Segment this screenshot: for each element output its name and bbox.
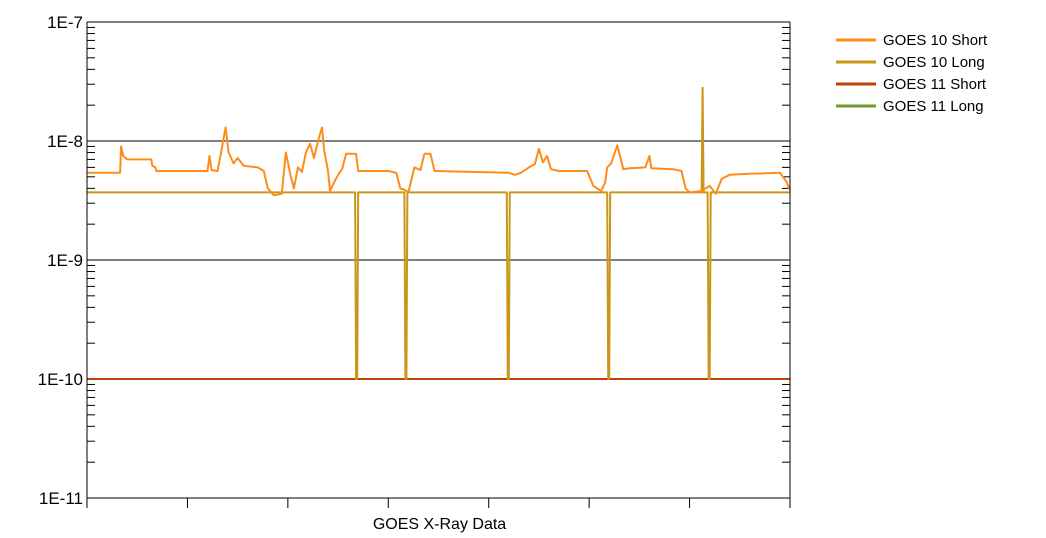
series-line-goes-10-short (87, 126, 791, 197)
y-tick-label: 1E-10 (38, 370, 83, 389)
legend-label-goes-10-short: GOES 10 Short (883, 32, 988, 49)
legend-label-goes-10-long: GOES 10 Long (883, 54, 985, 71)
series-line-goes-10-long (87, 86, 790, 380)
x-ticks (86, 498, 791, 508)
data-series (87, 86, 791, 380)
y-tick-label: 1E-8 (47, 132, 83, 151)
y-tick-label: 1E-9 (47, 251, 83, 270)
y-minor-ticks (87, 26, 790, 463)
y-tick-label: 1E-7 (47, 13, 83, 32)
legend-label-goes-11-long: GOES 11 Long (883, 98, 984, 115)
legend-label-goes-11-short: GOES 11 Short (883, 76, 987, 93)
x-axis-title: GOES X-Ray Data (373, 516, 506, 533)
legend: GOES 10 Short GOES 10 Long GOES 11 Short GO… (836, 32, 988, 115)
y-tick-label: 1E-11 (39, 489, 83, 508)
grid-lines (87, 21, 790, 380)
y-tick-labels: 1E-7 1E-8 1E-9 1E-10 1E-11 (38, 13, 83, 508)
axes (86, 22, 791, 499)
